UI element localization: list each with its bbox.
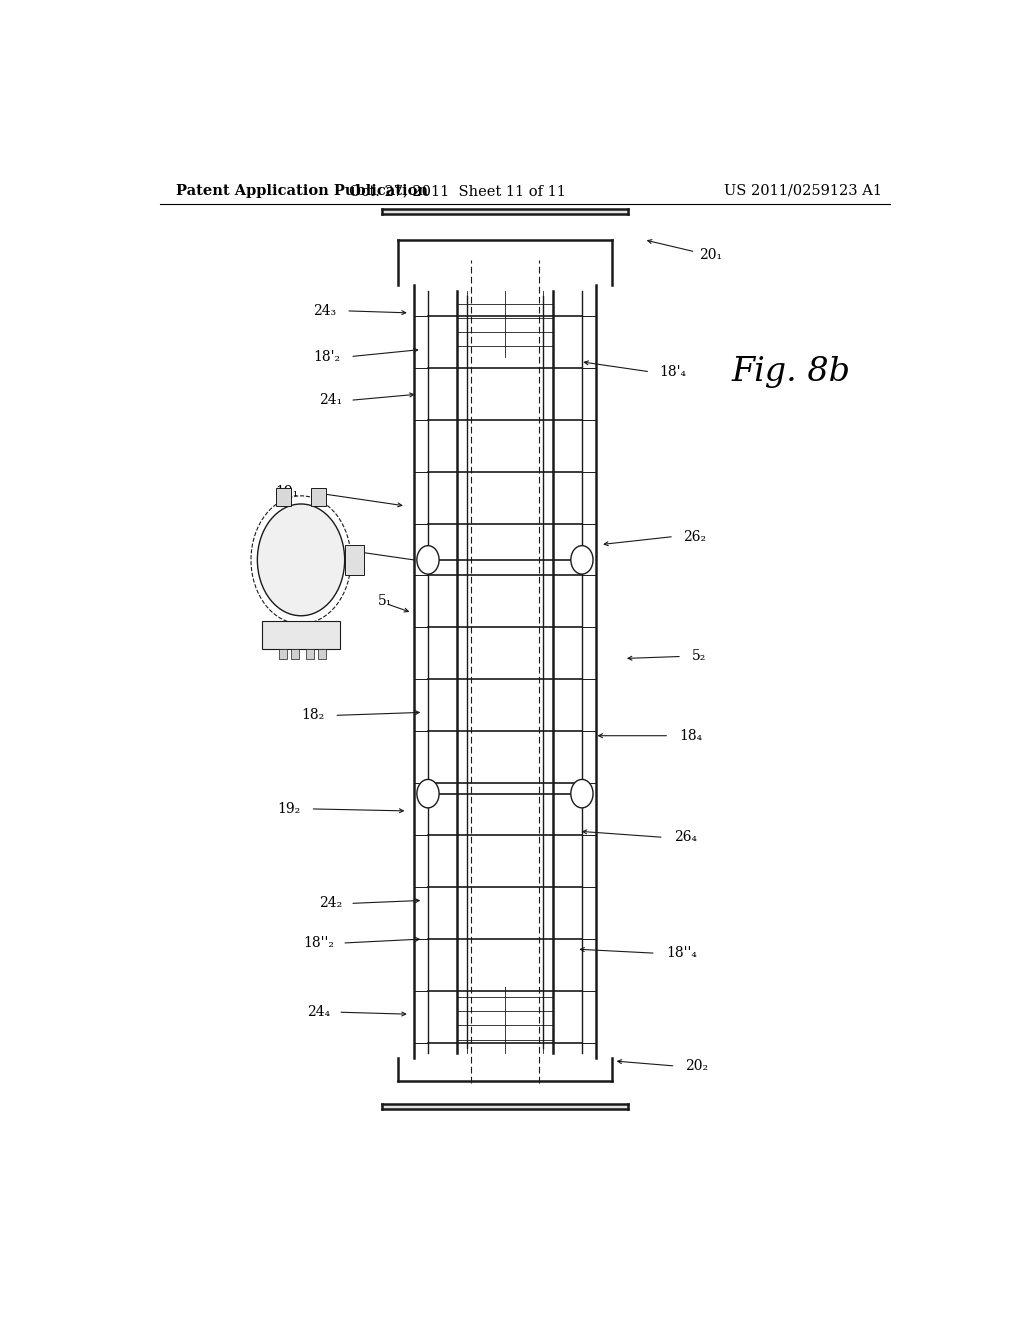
Bar [279,649,287,660]
Text: 18₄: 18₄ [680,729,702,743]
Circle shape [570,545,593,574]
Text: 18'₄: 18'₄ [659,364,687,379]
Bar [292,649,299,660]
Text: 26₂: 26₂ [684,529,707,544]
Bar [310,487,327,506]
Text: 20₂: 20₂ [685,1059,709,1073]
Bar [318,649,327,660]
Text: 24₂: 24₂ [319,896,342,911]
Text: 24₁: 24₁ [319,393,342,408]
Bar [275,487,292,506]
Bar [306,649,313,660]
Circle shape [417,779,439,808]
Text: Oct. 27, 2011  Sheet 11 of 11: Oct. 27, 2011 Sheet 11 of 11 [349,183,566,198]
Circle shape [417,545,439,574]
Text: 5₂: 5₂ [691,649,706,664]
Text: 19₁: 19₁ [275,484,299,499]
Bar [262,620,340,649]
Bar [345,545,365,576]
Text: 18''₂: 18''₂ [303,936,334,950]
Text: 24₃: 24₃ [312,304,336,318]
Text: 5₁: 5₁ [378,594,392,607]
Text: 19₂: 19₂ [278,801,301,816]
Text: Patent Application Publication: Patent Application Publication [176,183,428,198]
Text: 18₂: 18₂ [301,709,325,722]
Text: 20₁: 20₁ [699,248,722,261]
Circle shape [257,504,345,616]
Circle shape [570,779,593,808]
Text: 18'₂: 18'₂ [313,350,341,363]
Text: US 2011/0259123 A1: US 2011/0259123 A1 [724,183,882,198]
Text: 24₄: 24₄ [307,1005,331,1019]
Text: 26₄: 26₄ [674,830,697,845]
Text: Fig. 8b: Fig. 8b [731,356,850,388]
Text: 18''₄: 18''₄ [666,946,697,960]
